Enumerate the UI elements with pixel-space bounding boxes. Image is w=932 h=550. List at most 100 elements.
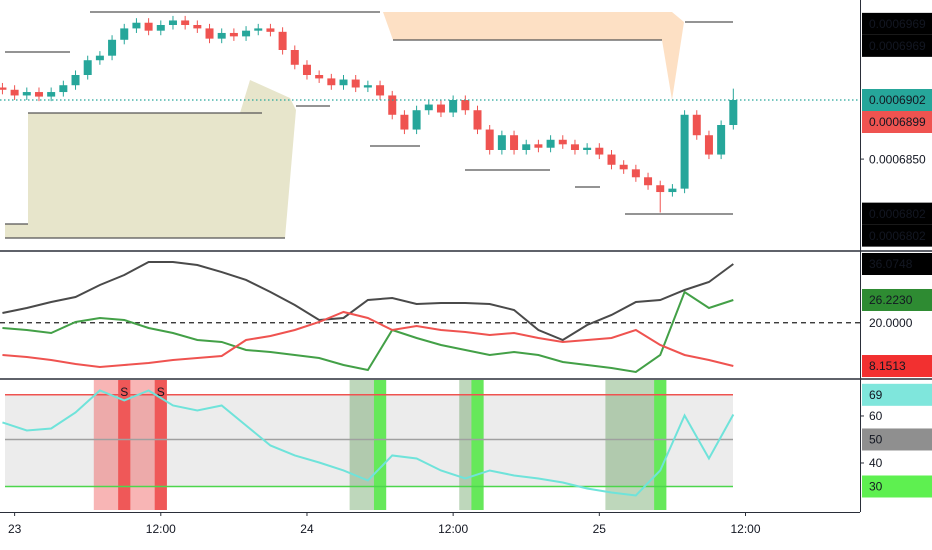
candle-body [558,139,567,145]
candle-body [363,85,372,88]
signal-label: S [157,385,165,399]
candle-body [522,144,531,150]
series-line [2,261,734,342]
candle-body [595,147,604,155]
candle-body [156,25,165,31]
series-line [2,290,734,374]
candle-body [376,85,385,96]
x-tick-label: 25 [593,522,607,536]
price-label-box [862,475,932,498]
candle-body [351,79,360,88]
price-label-box [862,12,932,35]
price-label-box [862,383,932,406]
x-tick-label: 12:00 [146,522,176,536]
price-label: 0.0006969 [869,17,926,31]
candle-body [583,147,592,150]
signal-zone [118,380,131,510]
candle-body [449,100,458,113]
y-tick-label: 0.0006850 [869,152,926,166]
candle-body [570,144,579,150]
candle-body [83,60,92,75]
range-fill [5,80,296,238]
candle-body [47,92,56,97]
price-label: 30 [869,480,883,494]
price-label-box [862,202,932,225]
candle-body [205,28,214,39]
price-label-box [862,34,932,57]
candle-body [485,129,494,150]
price-label: 69 [869,388,883,402]
price-label: 26.2230 [869,293,913,307]
candle-body [22,92,31,96]
y-tick-label: 20.0000 [869,316,913,330]
candle-body [254,28,263,31]
candle-body [546,139,555,148]
candle-body [717,125,726,155]
candle-body [436,104,445,113]
candle-body [290,50,299,65]
candle-body [534,144,543,148]
candle-body [729,100,738,125]
candle-body [242,30,251,37]
candle-body [497,135,506,150]
plot-layer: 0.0006850 0.0006969 0.0006969 0.0006902 0.00… [0,12,932,536]
price-label-box [862,253,932,276]
x-tick-label: 23 [8,522,22,536]
price-label: 0.0006899 [869,115,926,129]
price-label: 0.0006802 [869,207,926,221]
candle-body [656,185,665,193]
y-tick-label: 60 [869,409,883,423]
price-label-box [862,89,932,111]
range-fill [383,12,684,100]
x-tick-label: 12:00 [438,522,468,536]
candle-body [339,79,348,86]
candle-body [144,22,153,31]
series-line [2,310,734,369]
candle-body [461,100,470,111]
candle-body [193,25,202,29]
candle-body [229,32,238,37]
price-label-box [862,111,932,133]
x-tick-label: 24 [300,522,314,536]
candle-body [168,20,177,25]
candle-body [95,55,104,61]
price-label: 50 [869,433,883,447]
y-tick-label: 40 [869,456,883,470]
candle-body [412,110,421,130]
price-label-box [862,355,932,378]
candle-body [424,104,433,111]
signal-label: S [120,385,128,399]
candle-body [704,135,713,155]
candle-body [120,28,129,40]
candle-body [181,20,190,25]
series-line [2,389,735,497]
candle-body [619,164,628,170]
price-label: 36.0748 [869,257,913,271]
candle-body [71,75,80,86]
candle-body [217,32,226,39]
price-label: 8.1513 [869,359,906,373]
candle-body [266,28,275,32]
candle-body [315,75,324,79]
candle-body [59,85,68,93]
candle-body [10,89,19,96]
candle-body [668,188,677,193]
candle-body [692,114,701,136]
signal-zone [373,380,387,510]
price-label-box [862,224,932,247]
level-segments [5,11,733,239]
price-label: 0.0006802 [869,229,926,243]
candle-body [108,39,117,56]
candle-body [607,154,616,165]
candle-body [644,177,653,186]
price-label-box [862,288,932,311]
signal-zone [471,380,484,510]
candle-body [327,78,336,86]
signal-zone [154,380,167,510]
candle-body [510,135,519,150]
x-tick-label: 12:00 [730,522,760,536]
price-label: 0.0006902 [869,93,926,107]
candle-body [631,169,640,178]
